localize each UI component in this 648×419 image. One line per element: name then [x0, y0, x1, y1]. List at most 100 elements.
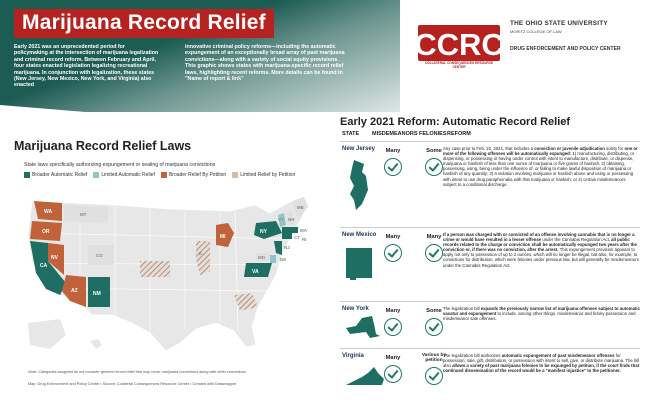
- reform-text: Any case prior to Feb. 22, 2021, that in…: [443, 146, 535, 151]
- reform-bold-text: expands the previously narrow list of ma…: [443, 306, 641, 317]
- column-header-reform: REFORM: [447, 131, 471, 137]
- map-note: Note: Categories assigned do not conside…: [28, 370, 246, 374]
- reform-bold-text: allows a variety of past marijuana felon…: [443, 363, 640, 374]
- header-banner: Marijuana Record Relief Early 2021 was a…: [0, 0, 648, 138]
- reform-bold-text: automatic expungement of past misdemeano…: [501, 353, 615, 358]
- ccrc-logo-text: CCRC: [418, 27, 500, 62]
- check-icon: [384, 244, 402, 262]
- ccrc-subtitle: COLLATERAL CONSEQUENCES RESOURCE CENTER: [424, 61, 494, 69]
- reform-description: If a person was charged with or convicte…: [443, 232, 640, 268]
- state-mt: [64, 205, 108, 223]
- row-divider: [340, 227, 640, 228]
- reform-text: to include, among other things, misdemea…: [443, 311, 636, 322]
- legend-swatch: [232, 172, 239, 178]
- map-label-va: VA: [252, 269, 259, 275]
- reform-description: The legalization bill expands the previo…: [443, 306, 640, 321]
- state-ma: [282, 227, 298, 233]
- check-icon: [384, 158, 402, 176]
- legend-label: Broader Relief By Petition: [168, 172, 227, 178]
- felonies-value: Some: [426, 308, 442, 314]
- map-label-vt: VT: [278, 217, 284, 222]
- map-label-nm: NM: [93, 291, 101, 297]
- map-label-ri: RI: [302, 237, 307, 242]
- map-label-ca: CA: [40, 263, 48, 269]
- check-icon: [425, 367, 443, 385]
- map-label-co: CO: [96, 253, 103, 258]
- table-row-new-jersey: New Jersey Many Some Any case prior to F…: [340, 146, 640, 226]
- legend-broader-petition: Broader Relief By Petition: [160, 172, 227, 178]
- legend-swatch: [24, 172, 30, 178]
- osu-college: MORITZ COLLEGE OF LAW: [510, 29, 562, 34]
- check-icon: [384, 318, 402, 336]
- ny-shape-icon: [346, 316, 380, 338]
- state-de: [270, 255, 276, 263]
- state-me: [292, 197, 308, 219]
- map-label-il: IL: [199, 251, 203, 256]
- state-az: [62, 275, 86, 307]
- column-header-felonies: FELONIES: [419, 131, 447, 137]
- row-divider: [340, 348, 640, 349]
- map-label-mt: MT: [80, 212, 87, 217]
- state-wa: [34, 201, 62, 221]
- state-vt: [278, 213, 286, 227]
- reform-text: under the Cannabis Regulation Act,: [541, 237, 612, 243]
- osu-center: DRUG ENFORCEMENT AND POLICY CENTER: [510, 46, 621, 52]
- table-row-new-mexico: New Mexico Many Many If a person was cha…: [340, 232, 640, 296]
- row-state-name: New Mexico: [342, 232, 377, 238]
- state-va: [244, 263, 272, 277]
- state-ks: [140, 261, 170, 277]
- reform-description: Any case prior to Feb. 22, 2021, that in…: [443, 146, 640, 187]
- reform-table-header: STATE MISDEMEANORS FELONIES REFORM: [342, 131, 642, 139]
- map-label-az: AZ: [71, 288, 78, 294]
- page-title: Marijuana Record Relief: [14, 9, 274, 38]
- state-sc: [234, 293, 258, 311]
- reform-bold-text: all public records related to the charge…: [443, 237, 637, 253]
- felonies-value: Many: [426, 234, 442, 240]
- felonies-value: Some: [426, 148, 442, 154]
- map-label-de: DE: [280, 257, 286, 262]
- va-shape-icon: [346, 367, 384, 385]
- state-co: [88, 245, 114, 265]
- laws-title: Marijuana Record Relief Laws: [14, 139, 192, 153]
- laws-subtitle: State laws specifically authorizing expu…: [24, 162, 216, 168]
- reform-text: for possession, sale, gift, distribution…: [443, 353, 640, 369]
- row-divider: [340, 141, 640, 142]
- state-mi: [216, 223, 234, 247]
- table-row-virginia: Virginia Many Various by petition The le…: [340, 353, 640, 413]
- state-nj: [274, 241, 282, 255]
- nj-shape-icon: [350, 160, 368, 210]
- check-icon: [425, 244, 443, 262]
- state-nh: [286, 209, 294, 225]
- legend-label: Limited Automatic Relief: [101, 172, 155, 178]
- legend-swatch: [160, 172, 167, 178]
- reform-text: This expungement provision appears to ap…: [443, 247, 639, 268]
- state-ct: [282, 233, 292, 239]
- reform-text: The legalization bill: [443, 306, 481, 311]
- misdemeanors-value: Many: [385, 148, 401, 154]
- state-ny: [254, 221, 282, 239]
- state-nm: [88, 277, 110, 307]
- table-row-new-york: New York Many Some The legalization bill…: [340, 306, 640, 344]
- misdemeanors-value: Many: [385, 308, 401, 314]
- state-il: [196, 241, 210, 275]
- state-hi: [90, 339, 102, 349]
- reform-text: 1) manufacturing, distributing, or dispe…: [443, 151, 635, 187]
- reform-bold-text: one or more of the following offenses wi…: [443, 146, 638, 157]
- legend-limited-petition: Limited Relief by Petition: [232, 172, 295, 178]
- column-header-state: STATE: [342, 131, 360, 137]
- map-label-ct: CT: [294, 235, 300, 240]
- osu-name: The Ohio State University: [510, 20, 608, 27]
- map-label-wa: WA: [44, 209, 52, 215]
- map-label-ny: NY: [260, 229, 268, 235]
- state-or: [30, 221, 62, 241]
- reform-description: The legalization bill authorizes automat…: [443, 353, 640, 373]
- osu-logo: The Ohio State University MORITZ COLLEGE…: [510, 20, 640, 52]
- misdemeanors-value: Many: [385, 234, 401, 240]
- map-label-ma: MA: [300, 228, 308, 233]
- legend-swatch: [93, 172, 100, 178]
- state-ak: [28, 319, 66, 349]
- map-label-md: MD: [258, 255, 266, 260]
- ccrc-logo: CCRC: [418, 25, 500, 62]
- reform-bold-text: conviction or juvenile adjudication: [534, 146, 605, 151]
- legend-label: Broader Automatic Relief: [32, 172, 88, 178]
